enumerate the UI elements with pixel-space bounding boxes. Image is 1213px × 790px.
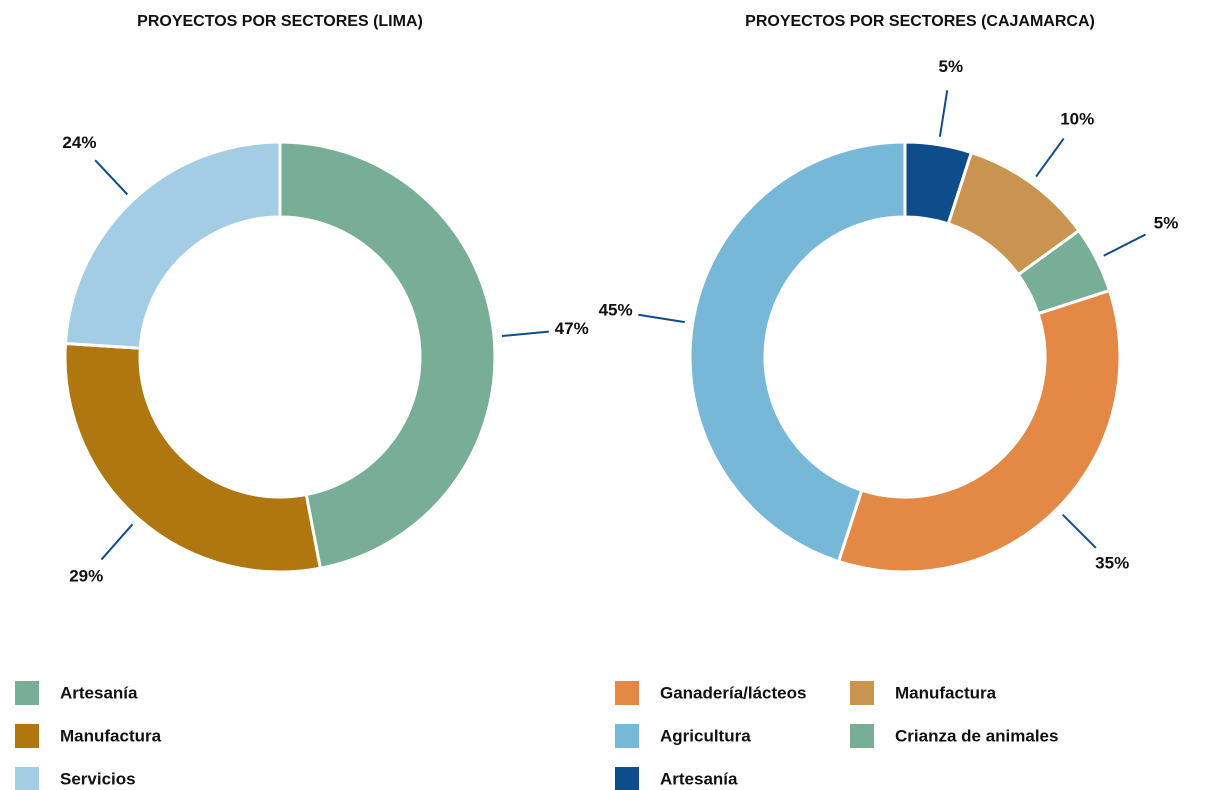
value-label: 10% (1060, 109, 1094, 128)
slice (278, 140, 497, 570)
value-label: 45% (599, 301, 633, 320)
legend-swatch (15, 767, 39, 790)
legend-swatch (615, 767, 639, 790)
legend-label: Manufactura (895, 683, 997, 702)
legend-swatch (850, 724, 874, 748)
leader-line (501, 330, 549, 338)
value-label: 5% (939, 57, 964, 76)
leader-line (638, 313, 685, 324)
legend-label: Crianza de animales (895, 726, 1058, 745)
leader-line (1103, 233, 1147, 257)
slice (63, 140, 282, 350)
leader-line (1061, 513, 1097, 549)
legend-swatch (15, 681, 39, 705)
slice (836, 288, 1122, 574)
slice (63, 341, 323, 574)
legend-swatch (615, 724, 639, 748)
value-label: 29% (69, 566, 103, 585)
leader-line (938, 90, 949, 137)
legend-label: Artesanía (60, 683, 138, 702)
value-label: 35% (1095, 554, 1129, 573)
value-label: 5% (1154, 213, 1179, 232)
leader-line (94, 159, 129, 196)
legend-label: Ganadería/lácteos (660, 683, 806, 702)
value-label: 47% (555, 319, 589, 338)
legend-label: Artesanía (660, 769, 738, 788)
legend-swatch (15, 724, 39, 748)
slice (688, 140, 907, 564)
chart-title: PROYECTOS POR SECTORES (CAJAMARCA) (745, 13, 1095, 30)
chart-title: PROYECTOS POR SECTORES (LIMA) (137, 13, 423, 30)
leader-line (1035, 137, 1065, 178)
legend-label: Manufactura (60, 726, 162, 745)
leader-line (100, 523, 134, 561)
legend-swatch (850, 681, 874, 705)
value-label: 24% (62, 133, 96, 152)
legend-swatch (615, 681, 639, 705)
legend-label: Servicios (60, 769, 136, 788)
legend-label: Agricultura (660, 726, 751, 745)
